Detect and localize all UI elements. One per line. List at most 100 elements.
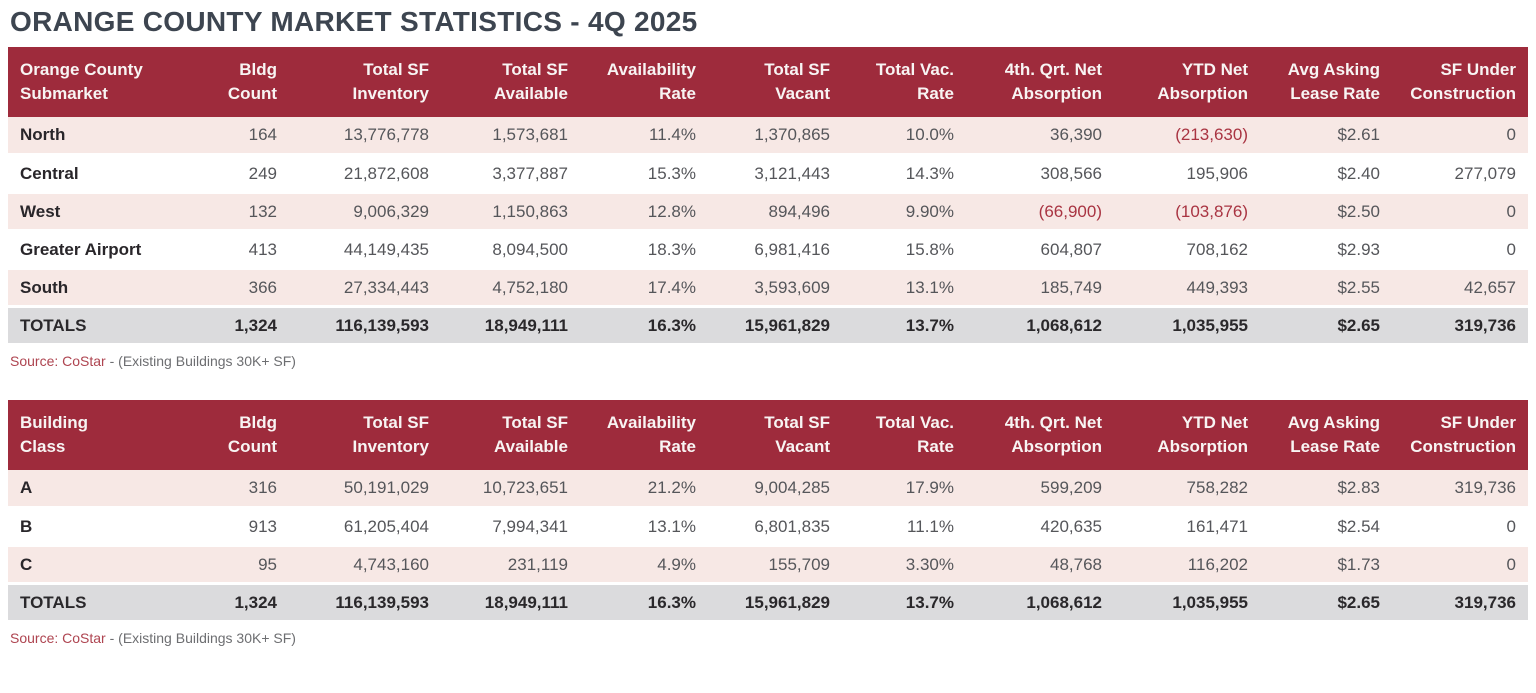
table-row: Central 249 21,872,608 3,377,887 15.3% 3,121,… xyxy=(8,154,1528,195)
cell-avg-asking-lease-rate: $2.65 xyxy=(1260,306,1392,347)
cell-4th-qrt-net-absorption: 604,807 xyxy=(966,230,1114,271)
cell-ytd-net-absorption: 449,393 xyxy=(1114,268,1260,309)
cell-bldg-count: 1,324 xyxy=(194,306,289,347)
table-row: C 95 4,743,160 231,119 4.9% 155,709 3.30% 48,76… xyxy=(8,545,1528,586)
cell-4th-qrt-net-absorption: 308,566 xyxy=(966,154,1114,195)
totals-row: TOTALS 1,324 116,139,593 18,949,111 16.3% 15,… xyxy=(8,306,1528,347)
column-header-bldg-count: Bldg Count xyxy=(194,47,289,117)
column-header-sf-under-construction: SF Under Construction xyxy=(1392,47,1528,117)
cell-4th-qrt-net-absorption: 185,749 xyxy=(966,268,1114,309)
cell-4th-qrt-net-absorption: 1,068,612 xyxy=(966,583,1114,624)
cell-avg-asking-lease-rate: $2.55 xyxy=(1260,268,1392,309)
column-header-total-sf-inventory: Total SF Inventory xyxy=(289,400,441,470)
cell-total-vac-rate: 9.90% xyxy=(842,192,966,233)
cell-availability-rate: 16.3% xyxy=(580,306,708,347)
cell-total-vac-rate: 13.7% xyxy=(842,583,966,624)
cell-avg-asking-lease-rate: $2.50 xyxy=(1260,192,1392,233)
column-header-building-class: Building Class xyxy=(8,400,194,470)
cell-4th-qrt-net-absorption: 48,768 xyxy=(966,545,1114,586)
source-note: - (Existing Buildings 30K+ SF) xyxy=(105,630,296,647)
column-header-total-vac-rate: Total Vac. Rate xyxy=(842,400,966,470)
cell-avg-asking-lease-rate: $2.61 xyxy=(1260,116,1392,157)
cell-sf-under-construction: 277,079 xyxy=(1392,154,1528,195)
cell-sf-under-construction: 0 xyxy=(1392,230,1528,271)
cell-bldg-count: 95 xyxy=(194,545,289,586)
table-row: North 164 13,776,778 1,573,681 11.4% 1,370,86… xyxy=(8,116,1528,157)
cell-total-sf-vacant: 15,961,829 xyxy=(708,306,842,347)
cell-ytd-net-absorption: 708,162 xyxy=(1114,230,1260,271)
cell-total-sf-inventory: 21,872,608 xyxy=(289,154,441,195)
building-class-table-header: Building Class Bldg Count Total SF Inventory T… xyxy=(8,400,1528,470)
column-header-total-sf-vacant: Total SF Vacant xyxy=(708,400,842,470)
source-note: - (Existing Buildings 30K+ SF) xyxy=(105,353,296,370)
table-row: Greater Airport 413 44,149,435 8,094,500 18.… xyxy=(8,230,1528,271)
cell-total-sf-inventory: 116,139,593 xyxy=(289,306,441,347)
source-label: Source: CoStar xyxy=(10,630,106,647)
cell-total-vac-rate: 11.1% xyxy=(842,507,966,548)
cell-total-sf-vacant: 1,370,865 xyxy=(708,116,842,157)
cell-total-sf-vacant: 3,593,609 xyxy=(708,268,842,309)
cell-ytd-net-absorption: (213,630) xyxy=(1114,116,1260,157)
row-label: West xyxy=(8,192,194,233)
cell-total-sf-vacant: 3,121,443 xyxy=(708,154,842,195)
source-line: Source: CoStar - (Existing Buildings 30K… xyxy=(10,630,1528,646)
header-row: Building Class Bldg Count Total SF Inventory T… xyxy=(8,400,1528,470)
column-header-4th-qrt-net-absorption: 4th. Qrt. Net Absorption xyxy=(966,47,1114,117)
cell-total-vac-rate: 10.0% xyxy=(842,116,966,157)
cell-total-sf-inventory: 27,334,443 xyxy=(289,268,441,309)
cell-4th-qrt-net-absorption: 1,068,612 xyxy=(966,306,1114,347)
header-row: Orange County Submarket Bldg Count Total SF I… xyxy=(8,47,1528,117)
cell-sf-under-construction: 319,736 xyxy=(1392,583,1528,624)
cell-availability-rate: 16.3% xyxy=(580,583,708,624)
column-header-submarket: Orange County Submarket xyxy=(8,47,194,117)
cell-total-vac-rate: 3.30% xyxy=(842,545,966,586)
cell-total-sf-available: 18,949,111 xyxy=(441,306,580,347)
cell-total-sf-vacant: 155,709 xyxy=(708,545,842,586)
cell-total-sf-available: 3,377,887 xyxy=(441,154,580,195)
cell-sf-under-construction: 319,736 xyxy=(1392,469,1528,510)
cell-4th-qrt-net-absorption: 420,635 xyxy=(966,507,1114,548)
cell-avg-asking-lease-rate: $2.54 xyxy=(1260,507,1392,548)
column-header-ytd-net-absorption: YTD Net Absorption xyxy=(1114,400,1260,470)
cell-bldg-count: 249 xyxy=(194,154,289,195)
row-label: Central xyxy=(8,154,194,195)
cell-total-vac-rate: 13.1% xyxy=(842,268,966,309)
table-gap xyxy=(8,369,1528,400)
page-title: ORANGE COUNTY MARKET STATISTICS - 4Q 202… xyxy=(10,6,698,37)
cell-total-sf-inventory: 50,191,029 xyxy=(289,469,441,510)
cell-availability-rate: 18.3% xyxy=(580,230,708,271)
cell-ytd-net-absorption: 195,906 xyxy=(1114,154,1260,195)
cell-availability-rate: 15.3% xyxy=(580,154,708,195)
cell-total-sf-available: 1,573,681 xyxy=(441,116,580,157)
cell-bldg-count: 366 xyxy=(194,268,289,309)
column-header-total-sf-available: Total SF Available xyxy=(441,400,580,470)
cell-4th-qrt-net-absorption: (66,900) xyxy=(966,192,1114,233)
cell-sf-under-construction: 42,657 xyxy=(1392,268,1528,309)
cell-total-sf-available: 1,150,863 xyxy=(441,192,580,233)
column-header-ytd-net-absorption: YTD Net Absorption xyxy=(1114,47,1260,117)
cell-ytd-net-absorption: 1,035,955 xyxy=(1114,583,1260,624)
cell-sf-under-construction: 0 xyxy=(1392,116,1528,157)
column-header-total-sf-vacant: Total SF Vacant xyxy=(708,47,842,117)
row-label: Greater Airport xyxy=(8,230,194,271)
cell-sf-under-construction: 0 xyxy=(1392,192,1528,233)
cell-total-sf-inventory: 116,139,593 xyxy=(289,583,441,624)
cell-availability-rate: 11.4% xyxy=(580,116,708,157)
row-label: B xyxy=(8,507,194,548)
column-header-availability-rate: Availability Rate xyxy=(580,400,708,470)
cell-ytd-net-absorption: 1,035,955 xyxy=(1114,306,1260,347)
cell-availability-rate: 21.2% xyxy=(580,469,708,510)
cell-total-sf-inventory: 44,149,435 xyxy=(289,230,441,271)
cell-avg-asking-lease-rate: $2.93 xyxy=(1260,230,1392,271)
source-line: Source: CoStar - (Existing Buildings 30K… xyxy=(10,353,1528,369)
cell-bldg-count: 316 xyxy=(194,469,289,510)
cell-total-sf-inventory: 4,743,160 xyxy=(289,545,441,586)
column-header-total-sf-inventory: Total SF Inventory xyxy=(289,47,441,117)
cell-bldg-count: 132 xyxy=(194,192,289,233)
cell-sf-under-construction: 319,736 xyxy=(1392,306,1528,347)
cell-total-sf-available: 4,752,180 xyxy=(441,268,580,309)
building-class-table: Building Class Bldg Count Total SF Inventory T… xyxy=(8,400,1528,624)
column-header-total-vac-rate: Total Vac. Rate xyxy=(842,47,966,117)
cell-bldg-count: 913 xyxy=(194,507,289,548)
